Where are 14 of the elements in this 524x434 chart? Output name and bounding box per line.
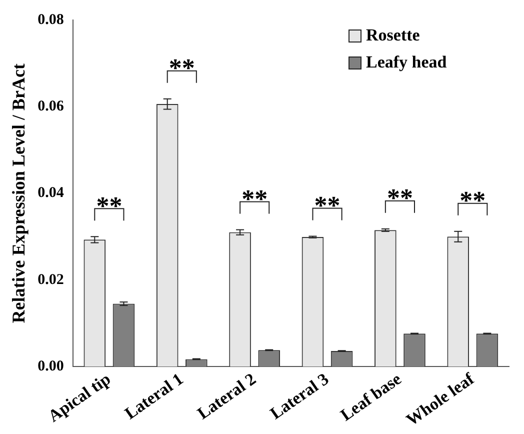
annotation: **: [386, 184, 413, 213]
annotation: **: [242, 184, 268, 214]
y-tick-label: 0.02: [38, 272, 64, 288]
y-axis-title: Relative Expression Level / BrAct: [8, 63, 28, 324]
annotation: **: [168, 54, 195, 83]
y-tick-label: 0.04: [38, 185, 64, 202]
legend-label: Rosette: [366, 25, 420, 44]
y-tick-label: 0.00: [38, 358, 64, 374]
annotation: **: [96, 191, 122, 220]
y-tick-label: 0.08: [38, 12, 64, 28]
legend-label: Leafy head: [366, 52, 448, 72]
annotation: **: [314, 190, 340, 220]
annotation: **: [460, 186, 486, 216]
y-tick-label: 0.06: [38, 98, 64, 115]
